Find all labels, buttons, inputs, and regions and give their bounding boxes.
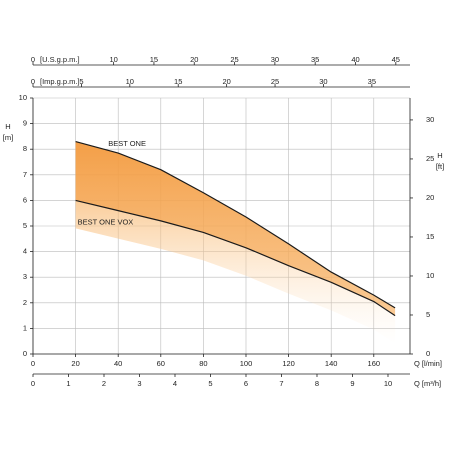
y-tick-label: 9 bbox=[23, 119, 27, 128]
extra-tick-label: 10 bbox=[109, 55, 117, 64]
extra-tick-label: 15 bbox=[150, 55, 158, 64]
x-tick-label: 120 bbox=[282, 359, 295, 368]
curve bbox=[75, 199, 396, 317]
x-tick-label: 0 bbox=[31, 359, 35, 368]
extra-tick-label: 1 bbox=[66, 379, 70, 388]
x-tick-label: 60 bbox=[157, 359, 165, 368]
extra-tick-label: 25 bbox=[271, 77, 279, 86]
extra-tick-label: 2 bbox=[102, 379, 106, 388]
y2-tick-label: 20 bbox=[426, 193, 434, 202]
y2-tick-label: 30 bbox=[426, 115, 434, 124]
extra-tick-label: 45 bbox=[392, 55, 400, 64]
x-tick-label: 140 bbox=[325, 359, 338, 368]
extra-tick-label: 6 bbox=[244, 379, 248, 388]
y2-tick-label: 5 bbox=[426, 310, 430, 319]
y-tick-label: 2 bbox=[23, 298, 27, 307]
y-label: H bbox=[5, 122, 10, 131]
y2-tick-label: 10 bbox=[426, 271, 434, 280]
extra-tick-label: 4 bbox=[173, 379, 177, 388]
x-tick-label: 40 bbox=[114, 359, 122, 368]
y-tick-label: 1 bbox=[23, 323, 27, 332]
extra-tick-label: 35 bbox=[368, 77, 376, 86]
extra-tick-label: 30 bbox=[271, 55, 279, 64]
y-tick-label: 8 bbox=[23, 144, 27, 153]
y-tick-label: 6 bbox=[23, 195, 27, 204]
y-unit: [m] bbox=[3, 133, 13, 142]
y2-label: H bbox=[437, 151, 442, 160]
extra-tick-label: 9 bbox=[350, 379, 354, 388]
extra-tick-label: 20 bbox=[190, 55, 198, 64]
band-glow bbox=[75, 200, 396, 344]
extra-tick-label: 0 bbox=[31, 77, 35, 86]
extra-tick-label: 30 bbox=[319, 77, 327, 86]
extra-tick-label: 3 bbox=[137, 379, 141, 388]
extra-tick-label: 8 bbox=[315, 379, 319, 388]
y2-tick-label: 25 bbox=[426, 154, 434, 163]
extra-axis-label: Q [m³/h] bbox=[414, 379, 441, 388]
extra-axis-label: [Imp.g.p.m.] bbox=[40, 77, 80, 86]
extra-tick-label: 40 bbox=[351, 55, 359, 64]
extra-tick-label: 5 bbox=[208, 379, 212, 388]
y-tick-label: 7 bbox=[23, 170, 27, 179]
extra-tick-label: 5 bbox=[79, 77, 83, 86]
y-tick-label: 4 bbox=[23, 247, 27, 256]
x-tick-label: 80 bbox=[199, 359, 207, 368]
extra-tick-label: 10 bbox=[126, 77, 134, 86]
y-tick-label: 10 bbox=[19, 93, 27, 102]
extra-tick-label: 20 bbox=[222, 77, 230, 86]
series-label: BEST ONE bbox=[108, 139, 146, 148]
extra-tick-label: 15 bbox=[174, 77, 182, 86]
y2-tick-label: 0 bbox=[426, 349, 430, 358]
band bbox=[75, 141, 396, 316]
extra-tick-label: 25 bbox=[230, 55, 238, 64]
x-tick-label: 160 bbox=[368, 359, 381, 368]
y-tick-label: 5 bbox=[23, 221, 27, 230]
extra-tick-label: 0 bbox=[31, 379, 35, 388]
y-tick-label: 0 bbox=[23, 349, 27, 358]
x-label: Q [l/min] bbox=[414, 359, 442, 368]
extra-tick-label: 0 bbox=[31, 55, 35, 64]
extra-tick-label: 35 bbox=[311, 55, 319, 64]
extra-axis-label: [U.S.g.p.m.] bbox=[40, 55, 80, 64]
y2-tick-label: 15 bbox=[426, 232, 434, 241]
series-label: BEST ONE VOX bbox=[78, 217, 134, 226]
y-tick-label: 3 bbox=[23, 272, 27, 281]
extra-tick-label: 10 bbox=[384, 379, 392, 388]
x-tick-label: 20 bbox=[71, 359, 79, 368]
curve bbox=[75, 140, 396, 309]
extra-tick-label: 7 bbox=[279, 379, 283, 388]
x-tick-label: 100 bbox=[240, 359, 253, 368]
y2-unit: [ft] bbox=[436, 162, 444, 171]
